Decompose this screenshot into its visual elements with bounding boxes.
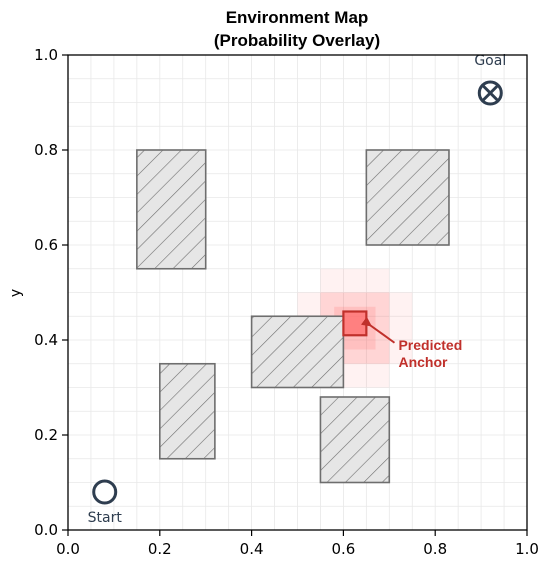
goal-marker-cross bbox=[481, 84, 499, 102]
goal-label: Goal bbox=[474, 53, 506, 69]
y-axis-label: y bbox=[8, 289, 24, 297]
y-tick-label: 1.0 bbox=[34, 46, 58, 64]
obstacle bbox=[136, 149, 207, 270]
x-tick-label: 0.8 bbox=[423, 540, 447, 558]
x-tick-label: 1.0 bbox=[515, 540, 539, 558]
y-tick-label: 0.0 bbox=[34, 521, 58, 539]
x-tick-label: 0.6 bbox=[331, 540, 355, 558]
start-marker bbox=[92, 479, 118, 505]
x-tick-label: 0.0 bbox=[56, 540, 80, 558]
goal-marker bbox=[477, 80, 503, 106]
y-tick-label: 0.2 bbox=[34, 426, 58, 444]
chart-title: Environment Map bbox=[226, 8, 369, 27]
start-label: Start bbox=[88, 510, 123, 526]
x-tick-label: 0.4 bbox=[240, 540, 264, 558]
plot-frame bbox=[67, 54, 528, 531]
y-tick-label: 0.4 bbox=[34, 331, 58, 349]
anchor-label-line2: Anchor bbox=[398, 354, 448, 370]
anchor-arrow bbox=[360, 316, 396, 344]
x-tick-label: 0.2 bbox=[148, 540, 172, 558]
obstacle bbox=[319, 396, 391, 484]
predicted-anchor-box bbox=[342, 310, 368, 337]
anchor-label-line1: Predicted bbox=[398, 337, 462, 353]
markers: Start Goal bbox=[88, 53, 507, 526]
y-tick-label: 0.8 bbox=[34, 141, 58, 159]
obstacle bbox=[250, 315, 345, 389]
obstacle bbox=[159, 362, 216, 460]
axes: 0.0 0.2 0.4 0.6 0.8 1.0 0.0 0.2 0.4 0.6 0.8 1.0 bbox=[34, 46, 539, 558]
obstacles bbox=[136, 149, 450, 484]
obstacle bbox=[365, 149, 450, 246]
y-tick-label: 0.6 bbox=[34, 236, 58, 254]
chart-subtitle: (Probability Overlay) bbox=[214, 31, 380, 50]
